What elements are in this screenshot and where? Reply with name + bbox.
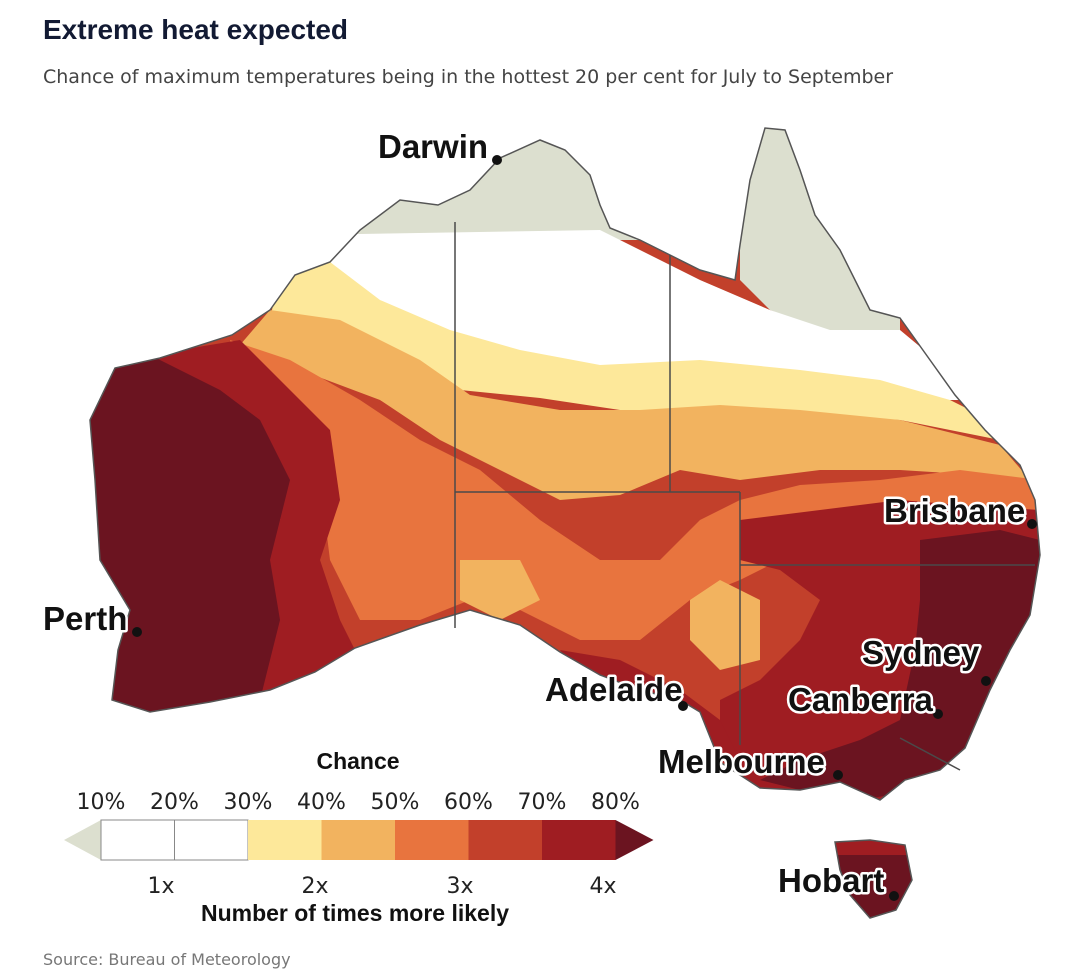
- perth-marker: [132, 627, 142, 637]
- legend-percent-tick: 40%: [297, 790, 346, 815]
- legend-swatch: [248, 820, 322, 860]
- darwin-marker: [492, 155, 502, 165]
- legend-percent-tick: 60%: [444, 790, 493, 815]
- canberra-label: Canberra: [788, 681, 934, 718]
- legend-swatch: [321, 820, 395, 860]
- legend-swatch: [468, 820, 542, 860]
- chart-title: Extreme heat expected: [43, 14, 349, 45]
- legend-title: Chance: [316, 748, 399, 774]
- source-note: Source: Bureau of Meteorology: [43, 950, 291, 969]
- legend-arrow-low: [64, 820, 101, 860]
- city-markers: [132, 155, 1037, 901]
- legend-percent-tick: 30%: [224, 790, 273, 815]
- legend-percent-tick: 20%: [150, 790, 199, 815]
- melbourne-marker: [833, 770, 843, 780]
- legend-swatch: [395, 820, 469, 860]
- heat-bands: [90, 128, 1040, 800]
- sydney-marker: [981, 676, 991, 686]
- legend-multiplier-tick: 1x: [147, 874, 174, 899]
- legend: Chance 10% 20% 30% 40% 50% 60% 70% 80% 1x 2x 3x 4x…: [64, 748, 654, 926]
- sydney-label: Sydney: [862, 634, 980, 671]
- brisbane-label: Brisbane: [884, 492, 1025, 529]
- legend-percent-tick: 80%: [591, 790, 640, 815]
- legend-arrow-high: [615, 820, 654, 860]
- adelaide-marker: [678, 701, 688, 711]
- legend-multiplier-tick: 4x: [589, 874, 616, 899]
- canberra-marker: [933, 709, 943, 719]
- perth-label: Perth: [43, 600, 127, 637]
- legend-percent-tick: 50%: [371, 790, 420, 815]
- state-borders: [454, 222, 1035, 771]
- legend-multiplier-tick: 3x: [446, 874, 473, 899]
- legend-multiplier-tick: 2x: [301, 874, 328, 899]
- coastline: [89, 127, 1041, 801]
- hobart-marker: [889, 891, 899, 901]
- legend-percent-tick: 70%: [518, 790, 567, 815]
- legend-subtitle: Number of times more likely: [201, 900, 509, 926]
- hobart-label: Hobart: [778, 862, 884, 899]
- legend-percent-tick: 10%: [77, 790, 126, 815]
- legend-swatch: [100, 819, 175, 861]
- legend-swatch: [174, 819, 249, 861]
- melbourne-label: Melbourne: [658, 743, 825, 780]
- legend-swatch: [542, 820, 616, 860]
- adelaide-label: Adelaide: [545, 671, 683, 708]
- brisbane-marker: [1027, 519, 1037, 529]
- chart-subtitle: Chance of maximum temperatures being in …: [43, 66, 894, 88]
- darwin-label: Darwin: [378, 128, 488, 165]
